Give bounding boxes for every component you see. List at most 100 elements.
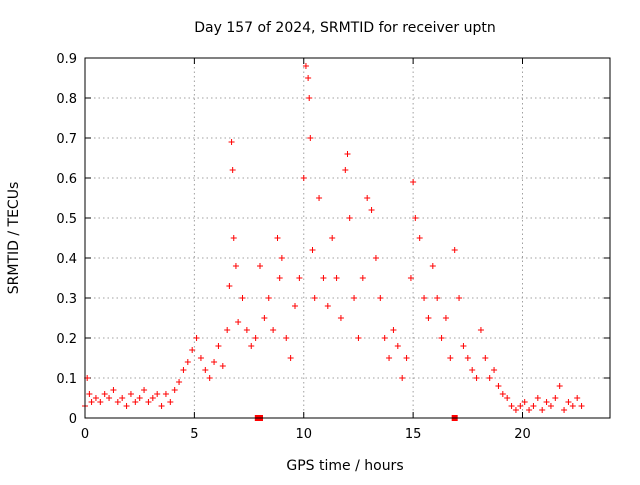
data-point	[127, 391, 134, 397]
data-point	[386, 355, 393, 361]
data-point	[456, 295, 463, 301]
data-point	[283, 335, 290, 341]
data-point	[92, 395, 99, 401]
data-point	[517, 403, 524, 409]
data-point	[372, 255, 379, 261]
data-point	[552, 395, 559, 401]
data-point	[464, 355, 471, 361]
data-point	[491, 367, 498, 373]
y-tick-label: 0.7	[56, 132, 77, 147]
data-point	[88, 399, 95, 405]
data-point	[469, 367, 476, 373]
data-point	[421, 295, 428, 301]
data-point	[141, 387, 148, 393]
y-tick-label: 0.9	[56, 52, 77, 67]
data-point	[202, 367, 209, 373]
data-point	[410, 179, 417, 185]
data-point	[86, 391, 93, 397]
data-point	[193, 335, 200, 341]
data-point	[429, 263, 436, 269]
data-point	[569, 403, 576, 409]
data-point	[167, 399, 174, 405]
data-point	[189, 347, 196, 353]
data-point	[252, 335, 259, 341]
data-point	[110, 387, 117, 393]
data-point	[136, 395, 143, 401]
data-point	[106, 395, 113, 401]
x-tick-label: 20	[514, 427, 531, 442]
y-tick-label: 0.2	[56, 332, 77, 347]
data-point	[287, 355, 294, 361]
data-point	[224, 327, 231, 333]
data-point	[425, 315, 432, 321]
x-tick-label: 10	[295, 427, 312, 442]
data-point	[154, 391, 161, 397]
data-point	[359, 275, 366, 281]
x-axis-label: GPS time / hours	[286, 458, 403, 474]
data-point	[215, 343, 222, 349]
data-point	[248, 343, 255, 349]
data-point	[306, 95, 313, 101]
data-point	[578, 403, 585, 409]
data-point	[211, 359, 218, 365]
data-point	[261, 315, 268, 321]
data-point	[243, 327, 250, 333]
y-tick-label: 0.6	[56, 172, 77, 187]
data-point	[438, 335, 445, 341]
data-point	[504, 395, 511, 401]
data-point	[176, 379, 183, 385]
data-point	[346, 215, 353, 221]
data-point	[368, 207, 375, 213]
data-point	[407, 275, 414, 281]
data-point	[158, 403, 165, 409]
data-point	[521, 399, 528, 405]
data-point	[565, 399, 572, 405]
data-point	[351, 295, 358, 301]
data-point	[226, 283, 233, 289]
y-axis-label: SRMTID / TECUs	[6, 182, 22, 295]
data-point	[228, 139, 235, 145]
x-tick-label: 5	[190, 427, 198, 442]
data-point	[364, 195, 371, 201]
plot-frame	[84, 57, 611, 419]
data-point	[114, 399, 121, 405]
data-point	[123, 403, 130, 409]
data-point	[162, 391, 169, 397]
data-point	[296, 275, 303, 281]
x-tick-label: 0	[81, 427, 89, 442]
data-point	[329, 235, 336, 241]
data-point	[132, 399, 139, 405]
data-point	[403, 355, 410, 361]
data-point	[477, 327, 484, 333]
data-point	[311, 295, 318, 301]
x-tick-label: 15	[405, 427, 422, 442]
y-tick-label: 0.3	[56, 292, 77, 307]
data-point	[355, 335, 362, 341]
data-point	[219, 363, 226, 369]
data-point	[460, 343, 467, 349]
data-point	[101, 391, 108, 397]
data-point	[324, 303, 331, 309]
data-point	[145, 399, 152, 405]
data-point	[292, 303, 298, 309]
data-point	[149, 395, 156, 401]
data-point	[390, 327, 397, 333]
data-point	[344, 151, 351, 157]
data-point	[473, 375, 480, 381]
y-tick-label: 0.5	[56, 212, 77, 227]
data-point	[412, 215, 419, 221]
data-point	[320, 275, 327, 281]
y-tick-label: 0.4	[56, 252, 77, 267]
data-point	[561, 407, 568, 413]
y-tick-label: 0.1	[56, 372, 77, 387]
data-point	[119, 395, 126, 401]
data-point	[442, 315, 449, 321]
data-point	[229, 167, 236, 173]
data-point	[486, 375, 493, 381]
data-point	[265, 295, 272, 301]
data-point	[381, 335, 388, 341]
data-point	[556, 383, 563, 389]
data-point	[547, 403, 554, 409]
data-point	[316, 195, 323, 201]
